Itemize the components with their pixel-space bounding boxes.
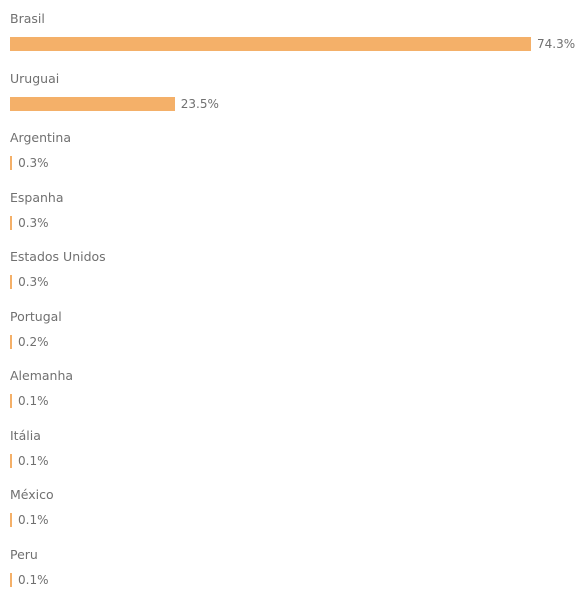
bar [10,97,175,111]
bar [10,454,12,468]
value-label: 0.3% [18,215,49,231]
bar [10,394,12,408]
value-label: 0.2% [18,334,49,350]
bar [10,335,12,349]
bar-row: Alemanha 0.1% [10,365,588,425]
category-label: Uruguai [10,71,59,87]
category-label: Estados Unidos [10,249,106,265]
value-label: 0.3% [18,274,49,290]
bar-row: Estados Unidos 0.3% [10,246,588,306]
value-label: 0.1% [18,572,49,588]
bar-row: Portugal 0.2% [10,306,588,366]
bar-row: Espanha 0.3% [10,187,588,247]
category-label: México [10,487,54,503]
category-label: Alemanha [10,368,73,384]
bar [10,573,12,587]
category-label: Argentina [10,130,71,146]
category-label: Espanha [10,190,64,206]
bar [10,37,531,51]
value-label: 0.1% [18,512,49,528]
bar [10,275,12,289]
bar-row: Brasil 74.3% [10,8,588,68]
bar-row: Peru 0.1% [10,544,588,603]
bar-row: Uruguai 23.5% [10,68,588,128]
value-label: 0.1% [18,453,49,469]
category-label: Itália [10,428,41,444]
bar-row: Argentina 0.3% [10,127,588,187]
bar [10,156,12,170]
category-label: Peru [10,547,38,563]
bar [10,216,12,230]
bar-row: Itália 0.1% [10,425,588,485]
bar [10,513,12,527]
category-label: Portugal [10,309,62,325]
value-label: 0.1% [18,393,49,409]
value-label: 74.3% [537,36,575,52]
value-label: 0.3% [18,155,49,171]
bar-row: México 0.1% [10,484,588,544]
value-label: 23.5% [181,96,219,112]
category-label: Brasil [10,11,45,27]
